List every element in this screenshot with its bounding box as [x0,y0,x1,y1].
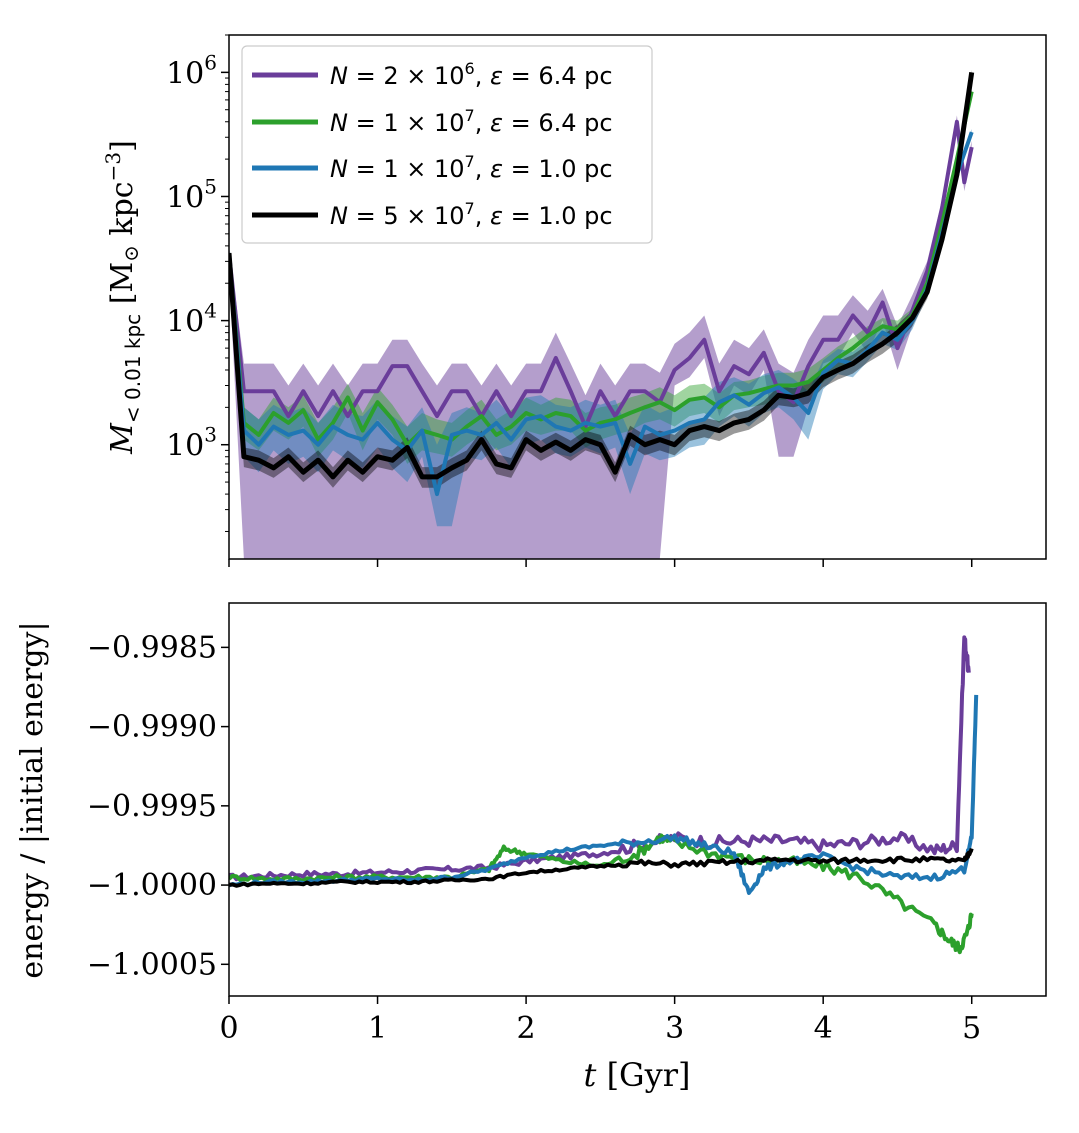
top-series-line-1 [229,119,974,429]
bottom-ytick-label-1: −1.0005 [87,947,217,982]
bottom-xtick-label-6: 5 [962,1011,981,1046]
legend-label-1-exp: 6 [465,59,475,78]
top-ylabel-unit-mid: kpc [105,181,140,245]
legend-entry-4: N = 5 × 107, ε = 1.0 pc [252,199,613,230]
bottom-ytick-label-5: −0.9985 [87,630,217,665]
top-series-line-3 [229,131,974,497]
bottom-ytick-label-2: −1.0000 [87,868,217,903]
top-axes-frame [228,34,1047,560]
bottom-axes-frame [228,602,1047,997]
legend-label-2-n: 1 × 10 [383,109,464,137]
bottom-ylabel: energy / |initial energy| [15,621,50,978]
top-panel: 103 104 105 106 M< 0.01 kpc [M⊙ kpc−3] N = … [101,34,1047,567]
legend-label-1-n: 2 × 10 [383,62,464,90]
legend-label-3-exp: 7 [465,152,475,171]
bottom-xtick-label-2: 1 [368,1011,387,1046]
top-bands [229,69,972,559]
top-series-line-4 [229,72,975,480]
bottom-xlabel: t [Gyr] [584,1056,691,1094]
legend-label-1: N = 2 × 106, ε = 6.4 pc [330,59,613,90]
bottom-xtick-label-4: 3 [665,1011,684,1046]
legend-label-3: N = 1 × 107, ε = 1.0 pc [330,152,613,183]
top-band-3 [229,129,972,527]
legend-entry-1: N = 2 × 106, ε = 6.4 pc [252,59,613,90]
bottom-lines [229,635,979,955]
legend-label-4-n: 5 × 10 [383,202,464,230]
top-lines [229,72,975,497]
bottom-xtick-label-5: 4 [814,1011,833,1046]
top-ylabel-subscript: < 0.01 kpc [121,314,145,423]
legend-label-2: N = 1 × 107, ε = 6.4 pc [330,106,613,137]
top-ylabel-unit-close: ] [105,140,140,152]
legend-label-4-exp: 7 [465,199,475,218]
legend-label-2-exp: 7 [465,106,475,125]
bottom-ticks: 0 1 2 3 4 5 −1.0005 −1.0000 −0.9995 −0.9990 −0.998… [87,630,981,1046]
legend-label-4-eps: 1.0 pc [538,202,612,230]
bottom-series-line-3 [229,694,979,895]
legend-label-1-eps: 6.4 pc [538,62,612,90]
top-ytick-label-3: 105 [166,174,217,215]
top-ylabel: M< 0.01 kpc [M⊙ kpc−3] [101,140,145,455]
legend-label-3-n: 1 × 10 [383,155,464,183]
bottom-ytick-label-3: −0.9995 [87,789,217,824]
top-band-2 [229,90,972,464]
top-ticks: 103 104 105 106 [166,34,973,567]
top-ylabel-unit-sub: ⊙ [119,245,143,262]
top-ylabel-unit-sup: −3 [101,152,125,181]
top-ytick-label-4: 106 [166,50,217,91]
legend-entry-3: N = 1 × 107, ε = 1.0 pc [252,152,613,183]
bottom-xlabel-unit: [Gyr] [596,1056,690,1094]
top-series-line-2 [229,91,974,447]
legend-label-4: N = 5 × 107, ε = 1.0 pc [330,199,613,230]
top-ytick-label-1: 103 [166,423,217,464]
bottom-xtick-label-1: 0 [219,1011,238,1046]
bottom-xlabel-symbol: t [584,1056,597,1094]
top-ylabel-unit-open: [M [105,262,140,314]
bottom-panel: 0 1 2 3 4 5 −1.0005 −1.0000 −0.9995 −0.9990 −0.998… [15,602,1047,1094]
bottom-ytick-label-4: −0.9990 [87,710,217,745]
bottom-xtick-label-3: 2 [517,1011,536,1046]
top-ylabel-symbol: M [105,422,140,455]
bottom-series-line-4 [229,848,974,888]
top-band-1 [229,115,972,559]
legend-label-3-eps: 1.0 pc [538,155,612,183]
top-ytick-label-2: 104 [166,299,217,340]
legend: N = 2 × 106, ε = 6.4 pc N = 1 × 107, ε =… [241,45,653,244]
bottom-series-line-2 [229,833,974,955]
legend-entry-2: N = 1 × 107, ε = 6.4 pc [252,106,613,137]
legend-label-2-eps: 6.4 pc [538,109,612,137]
legend-box [241,45,653,244]
